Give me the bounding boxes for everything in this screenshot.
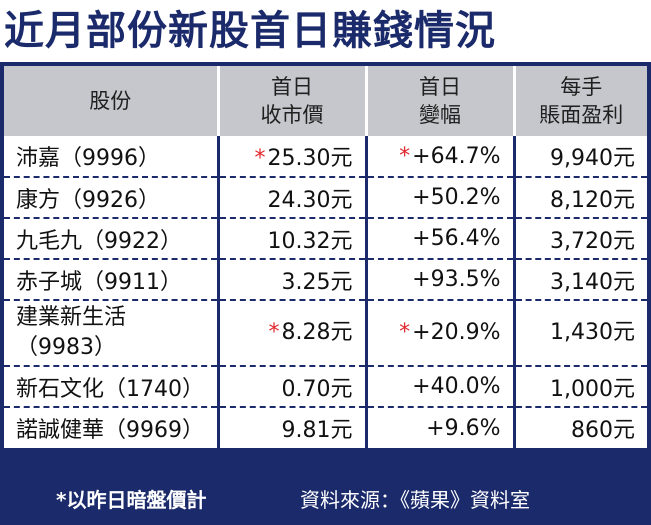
stock-name: 建業新生活 xyxy=(16,305,127,330)
table-row: 新石文化（1740） 0.70元 +40.0% 1,000元 xyxy=(4,365,647,407)
profit-value: 3,720元 xyxy=(550,228,635,254)
change-value: +64.7% xyxy=(412,143,501,169)
asterisk-icon: * xyxy=(268,320,280,345)
close-price-value: 0.70元 xyxy=(281,376,353,402)
close-price-cell: 0.70元 xyxy=(216,365,366,407)
stock-name-cell: 新石文化（1740） xyxy=(4,365,218,407)
change-value: +9.6% xyxy=(426,415,501,441)
close-price-value: 8.28元 xyxy=(281,320,353,345)
table-row: 沛嘉（9996） *25.30元 *+64.7% 9,940元 xyxy=(4,136,647,177)
close-price-cell: 24.30元 xyxy=(216,176,366,218)
stock-name-cell: 沛嘉（9996） xyxy=(4,136,218,177)
profit-value: 1,430元 xyxy=(550,320,635,345)
stock-name: 諾誠健華（9969） xyxy=(16,418,204,443)
table-row: 建業新生活 （9983） *8.28元 *+20.9% 1,430元 xyxy=(4,299,647,366)
header-close-price: 首日 收市價 xyxy=(216,66,366,136)
profit-cell: 860元 xyxy=(512,406,647,448)
footnote: *以昨日暗盤價計 xyxy=(56,488,207,512)
change-cell: *+20.9% xyxy=(364,299,514,366)
stock-code: （9983） xyxy=(16,335,116,360)
stock-name: 九毛九（9922） xyxy=(16,228,182,254)
header-stock: 股份 xyxy=(4,66,218,136)
close-price-value: 3.25元 xyxy=(281,269,353,295)
close-price-value: 10.32元 xyxy=(267,228,353,254)
stock-name-cell: 赤子城（9911） xyxy=(4,258,218,300)
stock-name-cell: 諾誠健華（9969） xyxy=(4,406,218,448)
change-cell: +56.4% xyxy=(364,217,514,259)
stock-name-cell: 康方（9926） xyxy=(4,176,218,218)
change-cell: +9.6% xyxy=(364,406,514,448)
change-cell: *+64.7% xyxy=(364,136,514,177)
profit-value: 9,940元 xyxy=(550,146,635,171)
header-profit: 每手 賬面盈利 xyxy=(512,66,647,136)
profit-value: 8,120元 xyxy=(550,187,635,213)
profit-cell: 9,940元 xyxy=(512,136,647,177)
change-value: +50.2% xyxy=(412,185,501,210)
table-row: 赤子城（9911） 3.25元 +93.5% 3,140元 xyxy=(4,258,647,300)
profit-cell: 1,000元 xyxy=(512,365,647,407)
close-price-cell: *25.30元 xyxy=(216,136,366,177)
profit-cell: 1,430元 xyxy=(512,299,647,366)
stock-name: 康方（9926） xyxy=(16,187,160,213)
profit-cell: 3,720元 xyxy=(512,217,647,259)
asterisk-icon: * xyxy=(254,146,266,171)
asterisk-icon: * xyxy=(399,320,411,345)
close-price-cell: *8.28元 xyxy=(216,299,366,366)
profit-value: 860元 xyxy=(571,418,635,443)
change-value: +56.4% xyxy=(412,226,501,251)
profit-value: 1,000元 xyxy=(550,376,635,402)
change-value: +40.0% xyxy=(412,374,501,399)
change-value: +20.9% xyxy=(412,320,501,345)
close-price-value: 25.30元 xyxy=(267,146,353,171)
table-row: 康方（9926） 24.30元 +50.2% 8,120元 xyxy=(4,176,647,218)
profit-value: 3,140元 xyxy=(550,269,635,295)
header-row: 股份 首日 收市價 首日 變幅 每手 賬面盈利 xyxy=(4,66,647,136)
change-value: +93.5% xyxy=(412,267,501,292)
stock-name-cell: 建業新生活 （9983） xyxy=(4,299,218,366)
close-price-value: 24.30元 xyxy=(267,187,353,213)
stock-name-cell: 九毛九（9922） xyxy=(4,217,218,259)
page-title: 近月部份新股首日賺錢情況 xyxy=(4,8,496,54)
close-price-cell: 9.81元 xyxy=(216,406,366,448)
profit-cell: 3,140元 xyxy=(512,258,647,300)
profit-cell: 8,120元 xyxy=(512,176,647,218)
stock-name: 新石文化（1740） xyxy=(16,376,204,402)
asterisk-icon: * xyxy=(399,143,411,169)
close-price-value: 9.81元 xyxy=(281,418,353,443)
footer-bar: *以昨日暗盤價計 資料來源：《蘋果》資料室 xyxy=(4,480,647,521)
change-cell: +93.5% xyxy=(364,258,514,300)
stock-name: 沛嘉（9996） xyxy=(16,146,160,171)
change-cell: +40.0% xyxy=(364,365,514,407)
table-row: 諾誠健華（9969） 9.81元 +9.6% 860元 xyxy=(4,406,647,448)
close-price-cell: 10.32元 xyxy=(216,217,366,259)
stock-name: 赤子城（9911） xyxy=(16,269,182,295)
source-credit: 資料來源：《蘋果》資料室 xyxy=(300,488,530,512)
header-change: 首日 變幅 xyxy=(364,66,514,136)
table-row: 九毛九（9922） 10.32元 +56.4% 3,720元 xyxy=(4,217,647,259)
ipo-table: 股份 首日 收市價 首日 變幅 每手 賬面盈利 沛嘉（9996） *25.30元 *+64… xyxy=(4,66,647,448)
change-cell: +50.2% xyxy=(364,176,514,218)
close-price-cell: 3.25元 xyxy=(216,258,366,300)
